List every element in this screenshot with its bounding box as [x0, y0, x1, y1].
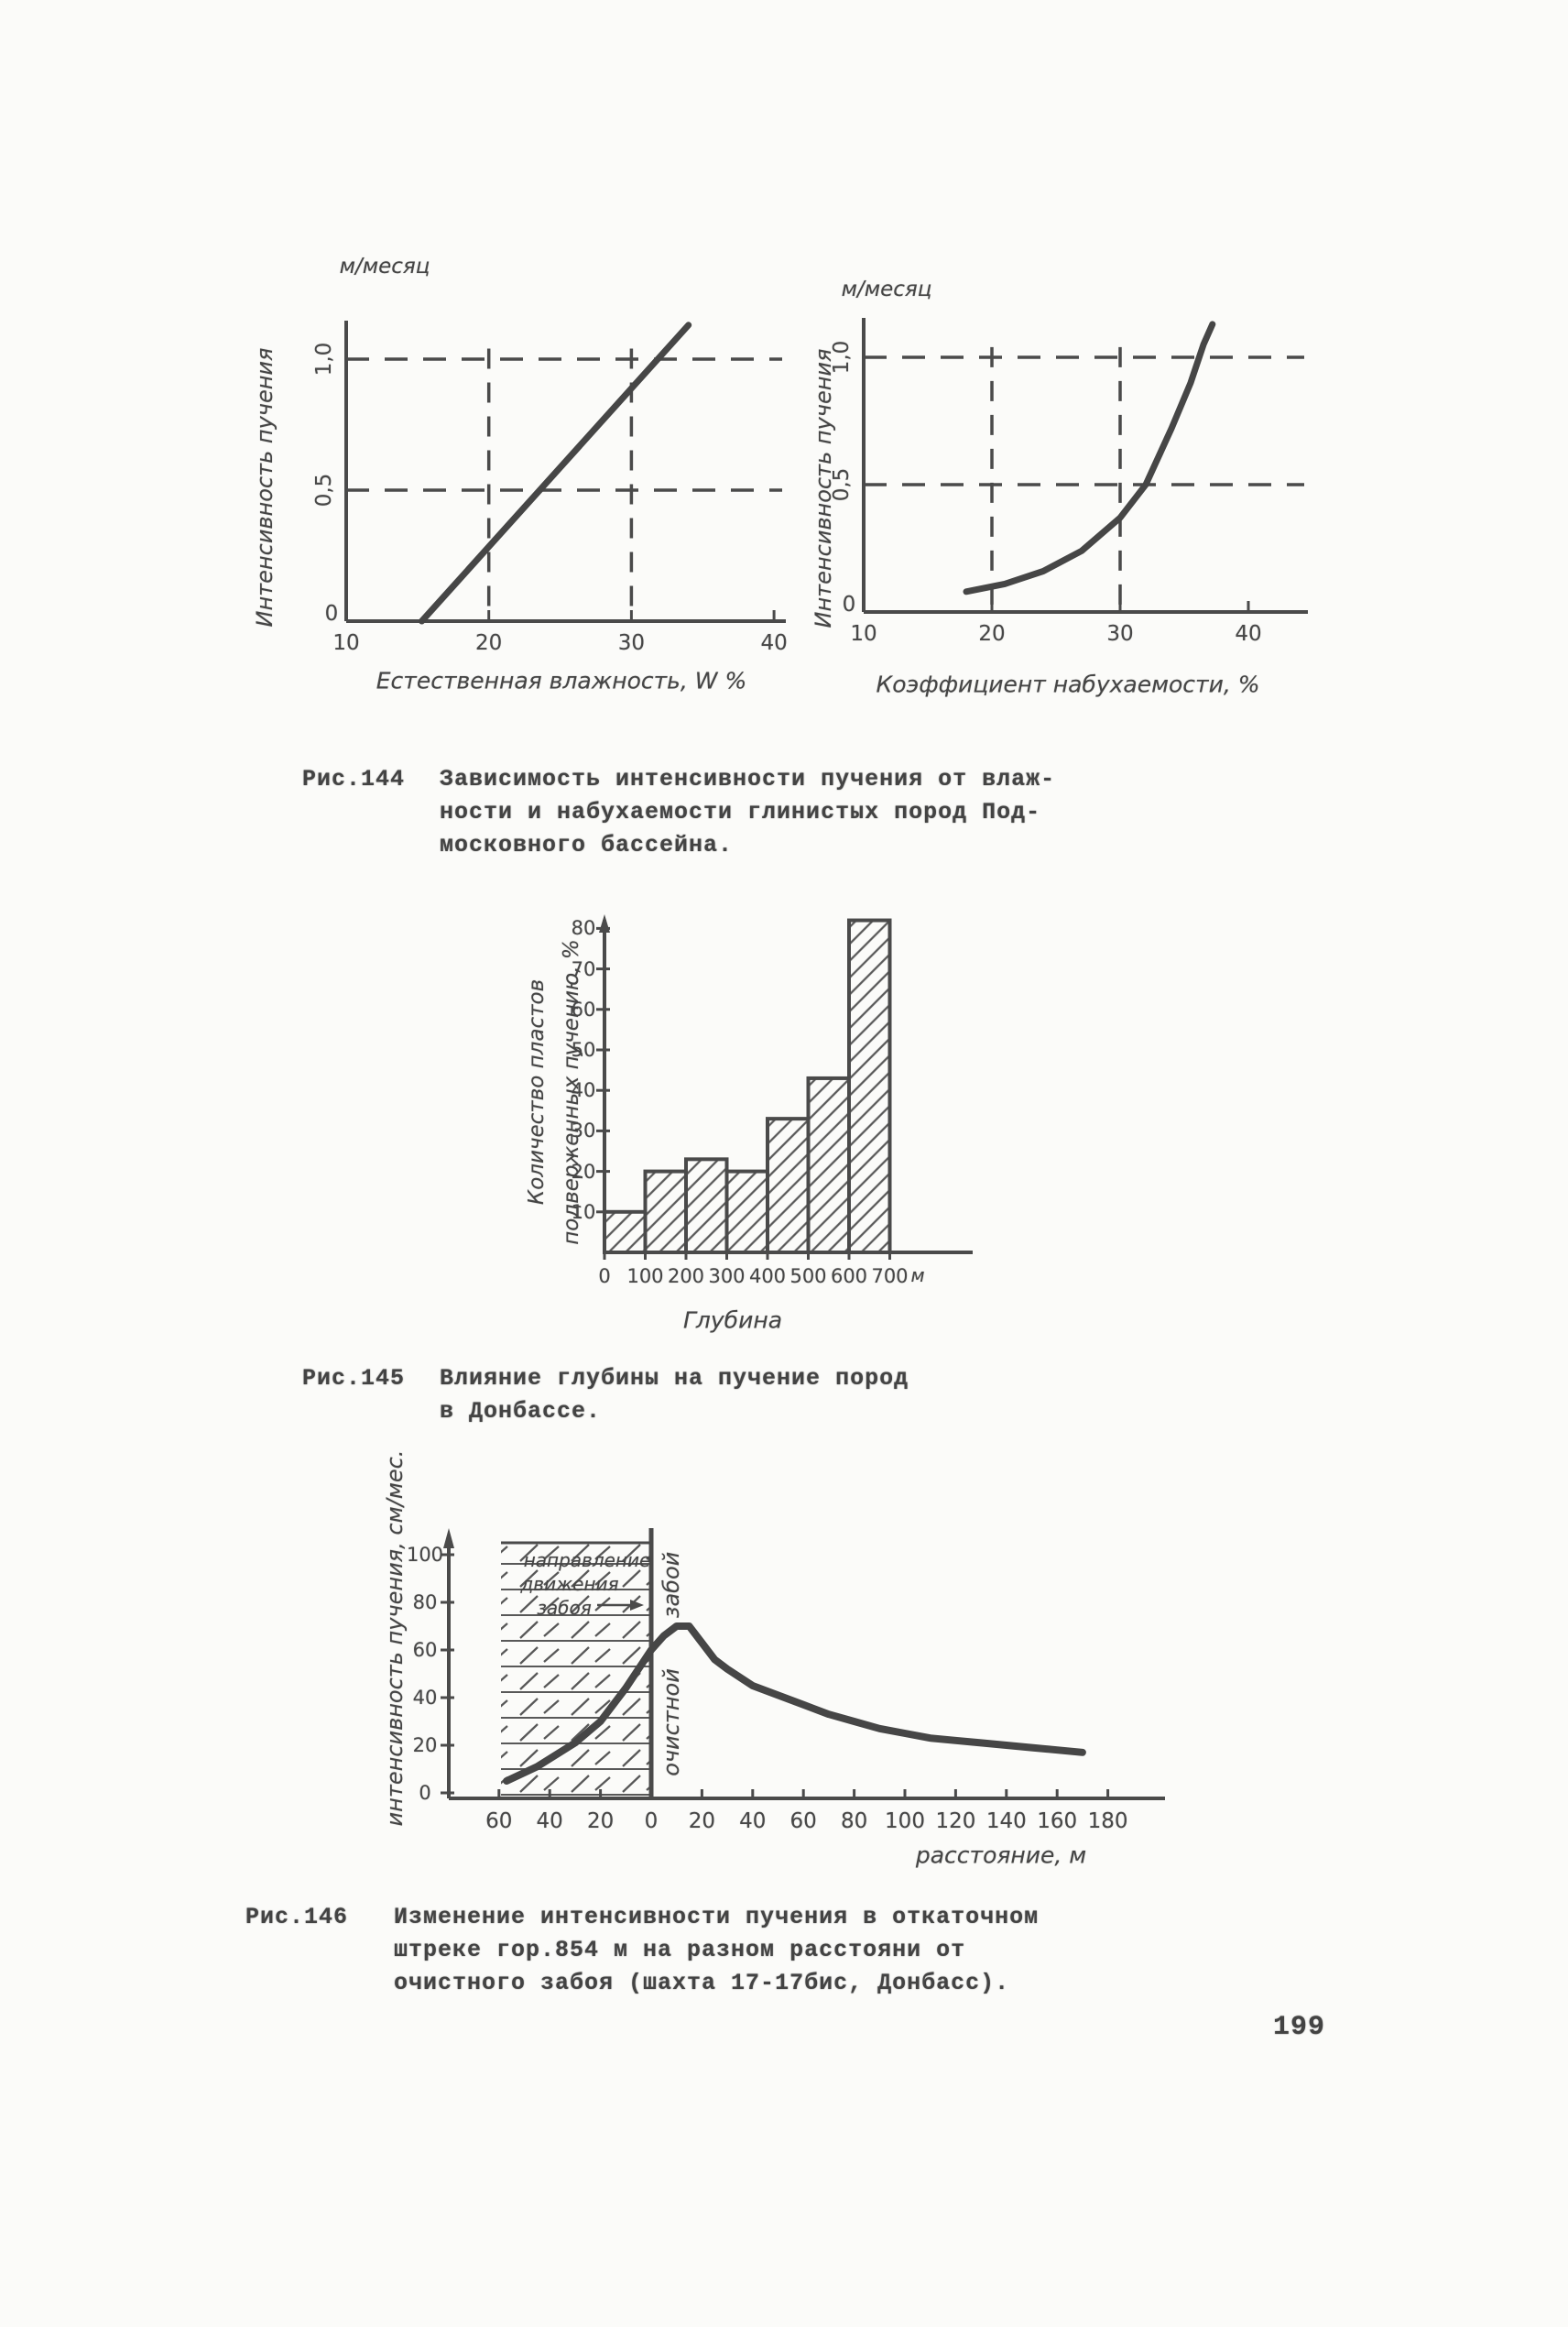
- fig146-caption-line: очистного забоя (шахта 17-17бис, Донбасс…: [394, 1970, 1010, 1996]
- tick-label: 100: [885, 1809, 925, 1833]
- bar: [847, 918, 892, 1254]
- bar: [603, 1209, 648, 1255]
- tick-label: 40: [1235, 622, 1262, 646]
- tick-label: 180: [1087, 1809, 1128, 1833]
- tick-label: 0: [598, 1265, 611, 1287]
- tick-label: 20: [688, 1809, 716, 1833]
- fig145-caption-number: Рис.145: [302, 1365, 406, 1392]
- tick-label: 120: [935, 1809, 976, 1833]
- fig145-y-axis-label-line1: Количество пластов: [525, 978, 549, 1206]
- fig144-caption-line: московного бассейна.: [440, 832, 734, 858]
- fig144-caption-line: Зависимость интенсивности пучения от вла…: [440, 766, 1056, 792]
- tick-label: 30: [1106, 622, 1134, 646]
- mined-area-hatch: [501, 1543, 651, 1798]
- annotation-arrowhead: [630, 1600, 644, 1611]
- tick-label: 0: [644, 1809, 659, 1833]
- tick-label: 160: [1037, 1809, 1078, 1833]
- bar: [766, 1117, 811, 1255]
- tick-label: 0,5: [830, 467, 854, 502]
- tick-label: 1,0: [312, 342, 336, 377]
- tick-label: 60: [789, 1809, 817, 1833]
- tick-label: 10: [850, 622, 877, 646]
- tick-label: 0: [324, 602, 339, 626]
- data-curve: [963, 321, 1216, 595]
- data-curve: [419, 322, 692, 625]
- fig145-caption-line: Влияние глубины на пучение пород: [440, 1365, 909, 1392]
- fig146-x-axis-label: расстояние, м: [915, 1841, 1087, 1869]
- fig145-x-axis-label: Глубина: [682, 1306, 783, 1334]
- tick-label: 600: [830, 1265, 868, 1287]
- tick-label: 20: [571, 1160, 596, 1183]
- tick-label: 20: [412, 1734, 438, 1756]
- tick-label: 0: [419, 1782, 431, 1804]
- fig146-face-label-bottom: очистной: [659, 1668, 684, 1776]
- bar: [643, 1169, 688, 1254]
- tick-label: 80: [840, 1809, 868, 1833]
- tick-label: 40: [571, 1079, 596, 1102]
- fig146-annotation-line: забоя: [537, 1597, 592, 1619]
- axis-arrow: [443, 1528, 454, 1548]
- fig146-caption-number: Рис.146: [245, 1904, 349, 1930]
- tick-label: 100: [626, 1265, 664, 1287]
- tick-label: 10: [571, 1200, 596, 1223]
- tick-label: 60: [571, 998, 596, 1021]
- tick-label: 400: [748, 1265, 787, 1287]
- fig146-y-axis-label: интенсивность пучения, см/мес.: [382, 1449, 408, 1827]
- tick-label: 1,0: [830, 340, 854, 375]
- page-number: 199: [1273, 2012, 1326, 2043]
- tick-label: 20: [978, 622, 1006, 646]
- fig144-left-x-axis-label: Естественная влажность, W %: [376, 667, 747, 694]
- tick-label: 40: [739, 1809, 767, 1833]
- tick-label: 0: [842, 593, 856, 617]
- fig144-right-x-axis-label: Коэффициент набухаемости, %: [876, 671, 1260, 698]
- tick-label: 10: [332, 631, 360, 655]
- fig145-caption-line: в Донбассе.: [440, 1398, 602, 1425]
- tick-label: 80: [412, 1591, 438, 1613]
- bar: [806, 1076, 851, 1254]
- tick-label: 0,5: [312, 473, 336, 508]
- tick-label: 80: [571, 917, 596, 940]
- tick-label: 30: [571, 1120, 596, 1142]
- fig146-caption-line: Изменение интенсивности пучения в откато…: [394, 1904, 1040, 1930]
- tick-label: 70: [571, 957, 596, 980]
- fig144-left-unit-label: м/месяц: [339, 255, 430, 279]
- data-curve: [503, 1622, 1086, 1785]
- fig144-caption-number: Рис.144: [302, 766, 406, 792]
- tick-label: 20: [586, 1809, 615, 1833]
- tick-label: 50: [571, 1039, 596, 1061]
- fig144-right-unit-label: м/месяц: [841, 278, 932, 301]
- fig144-left-y-axis-label: Интенсивность пучения: [252, 347, 278, 628]
- tick-label: 40: [760, 631, 788, 655]
- fig146-caption-line: штреке гор.854 м на разном расстояни от: [394, 1937, 966, 1963]
- fig144-caption-line: ности и набухаемости глинистых пород Под…: [440, 799, 1041, 825]
- fig146-face-label-top: забой: [659, 1551, 684, 1619]
- tick-label: 140: [985, 1809, 1027, 1833]
- tick-label: 200: [667, 1265, 705, 1287]
- tick-label: 100: [406, 1544, 444, 1566]
- bar: [684, 1157, 729, 1254]
- bar: [724, 1169, 769, 1254]
- axis-arrow: [599, 914, 610, 933]
- tick-label: 60: [485, 1809, 513, 1833]
- tick-label: 700: [871, 1265, 909, 1287]
- tick-label: 40: [536, 1809, 563, 1833]
- fig146-annotation-line: движения: [520, 1573, 619, 1595]
- tick-label: 500: [789, 1265, 827, 1287]
- fig146-annotation-line: направление: [523, 1549, 651, 1571]
- tick-label: 60: [412, 1639, 438, 1661]
- tick-label: 20: [475, 631, 503, 655]
- tick-label: 300: [708, 1265, 746, 1287]
- fig145-x-unit-label: м: [910, 1264, 925, 1286]
- tick-label: 30: [617, 631, 646, 655]
- tick-label: 40: [412, 1687, 438, 1709]
